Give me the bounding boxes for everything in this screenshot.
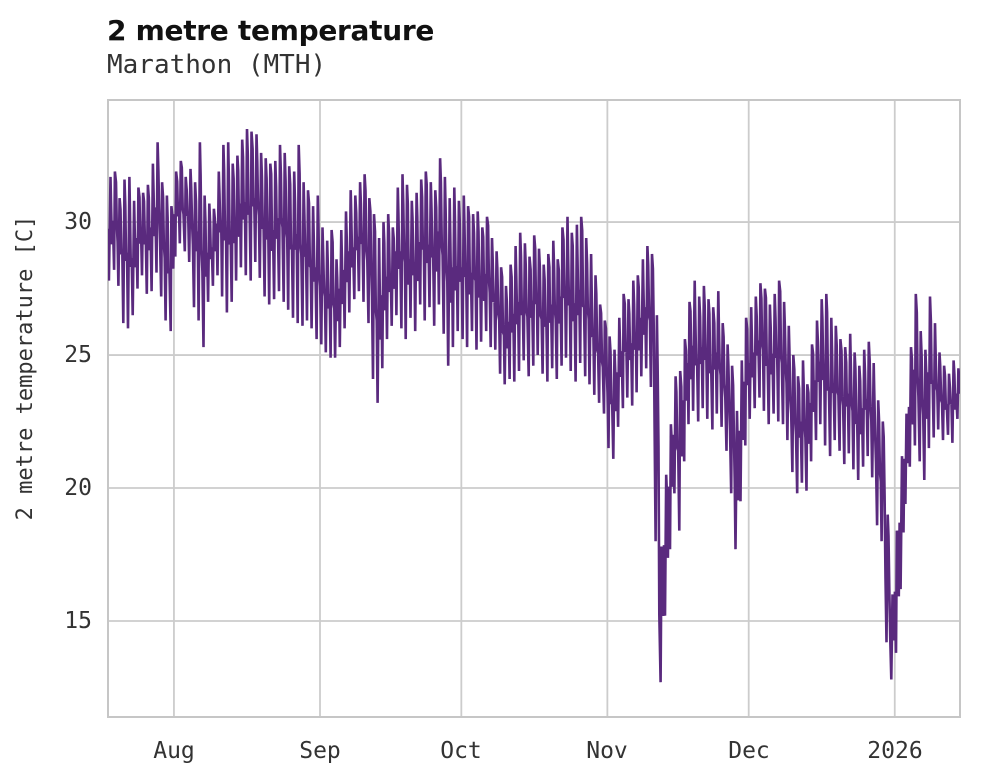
y-tick-label-15: 15: [64, 608, 92, 634]
temperature-line: [108, 128, 960, 683]
x-tick-label-sep: Sep: [299, 738, 341, 764]
x-tick-label-dec: Dec: [728, 738, 770, 764]
plot-border: [107, 99, 961, 718]
x-tick-label-oct: Oct: [440, 738, 482, 764]
y-tick-label-20: 20: [64, 475, 92, 501]
x-tick-label-2026: 2026: [867, 738, 923, 764]
y-tick-label-25: 25: [64, 342, 92, 368]
chart-title: 2 metre temperature: [107, 14, 435, 47]
x-tick-label-nov: Nov: [586, 738, 628, 764]
y-tick-label-30: 30: [64, 209, 92, 235]
chart-subtitle: Marathon (MTH): [107, 50, 327, 80]
x-tick-label-aug: Aug: [153, 738, 195, 764]
